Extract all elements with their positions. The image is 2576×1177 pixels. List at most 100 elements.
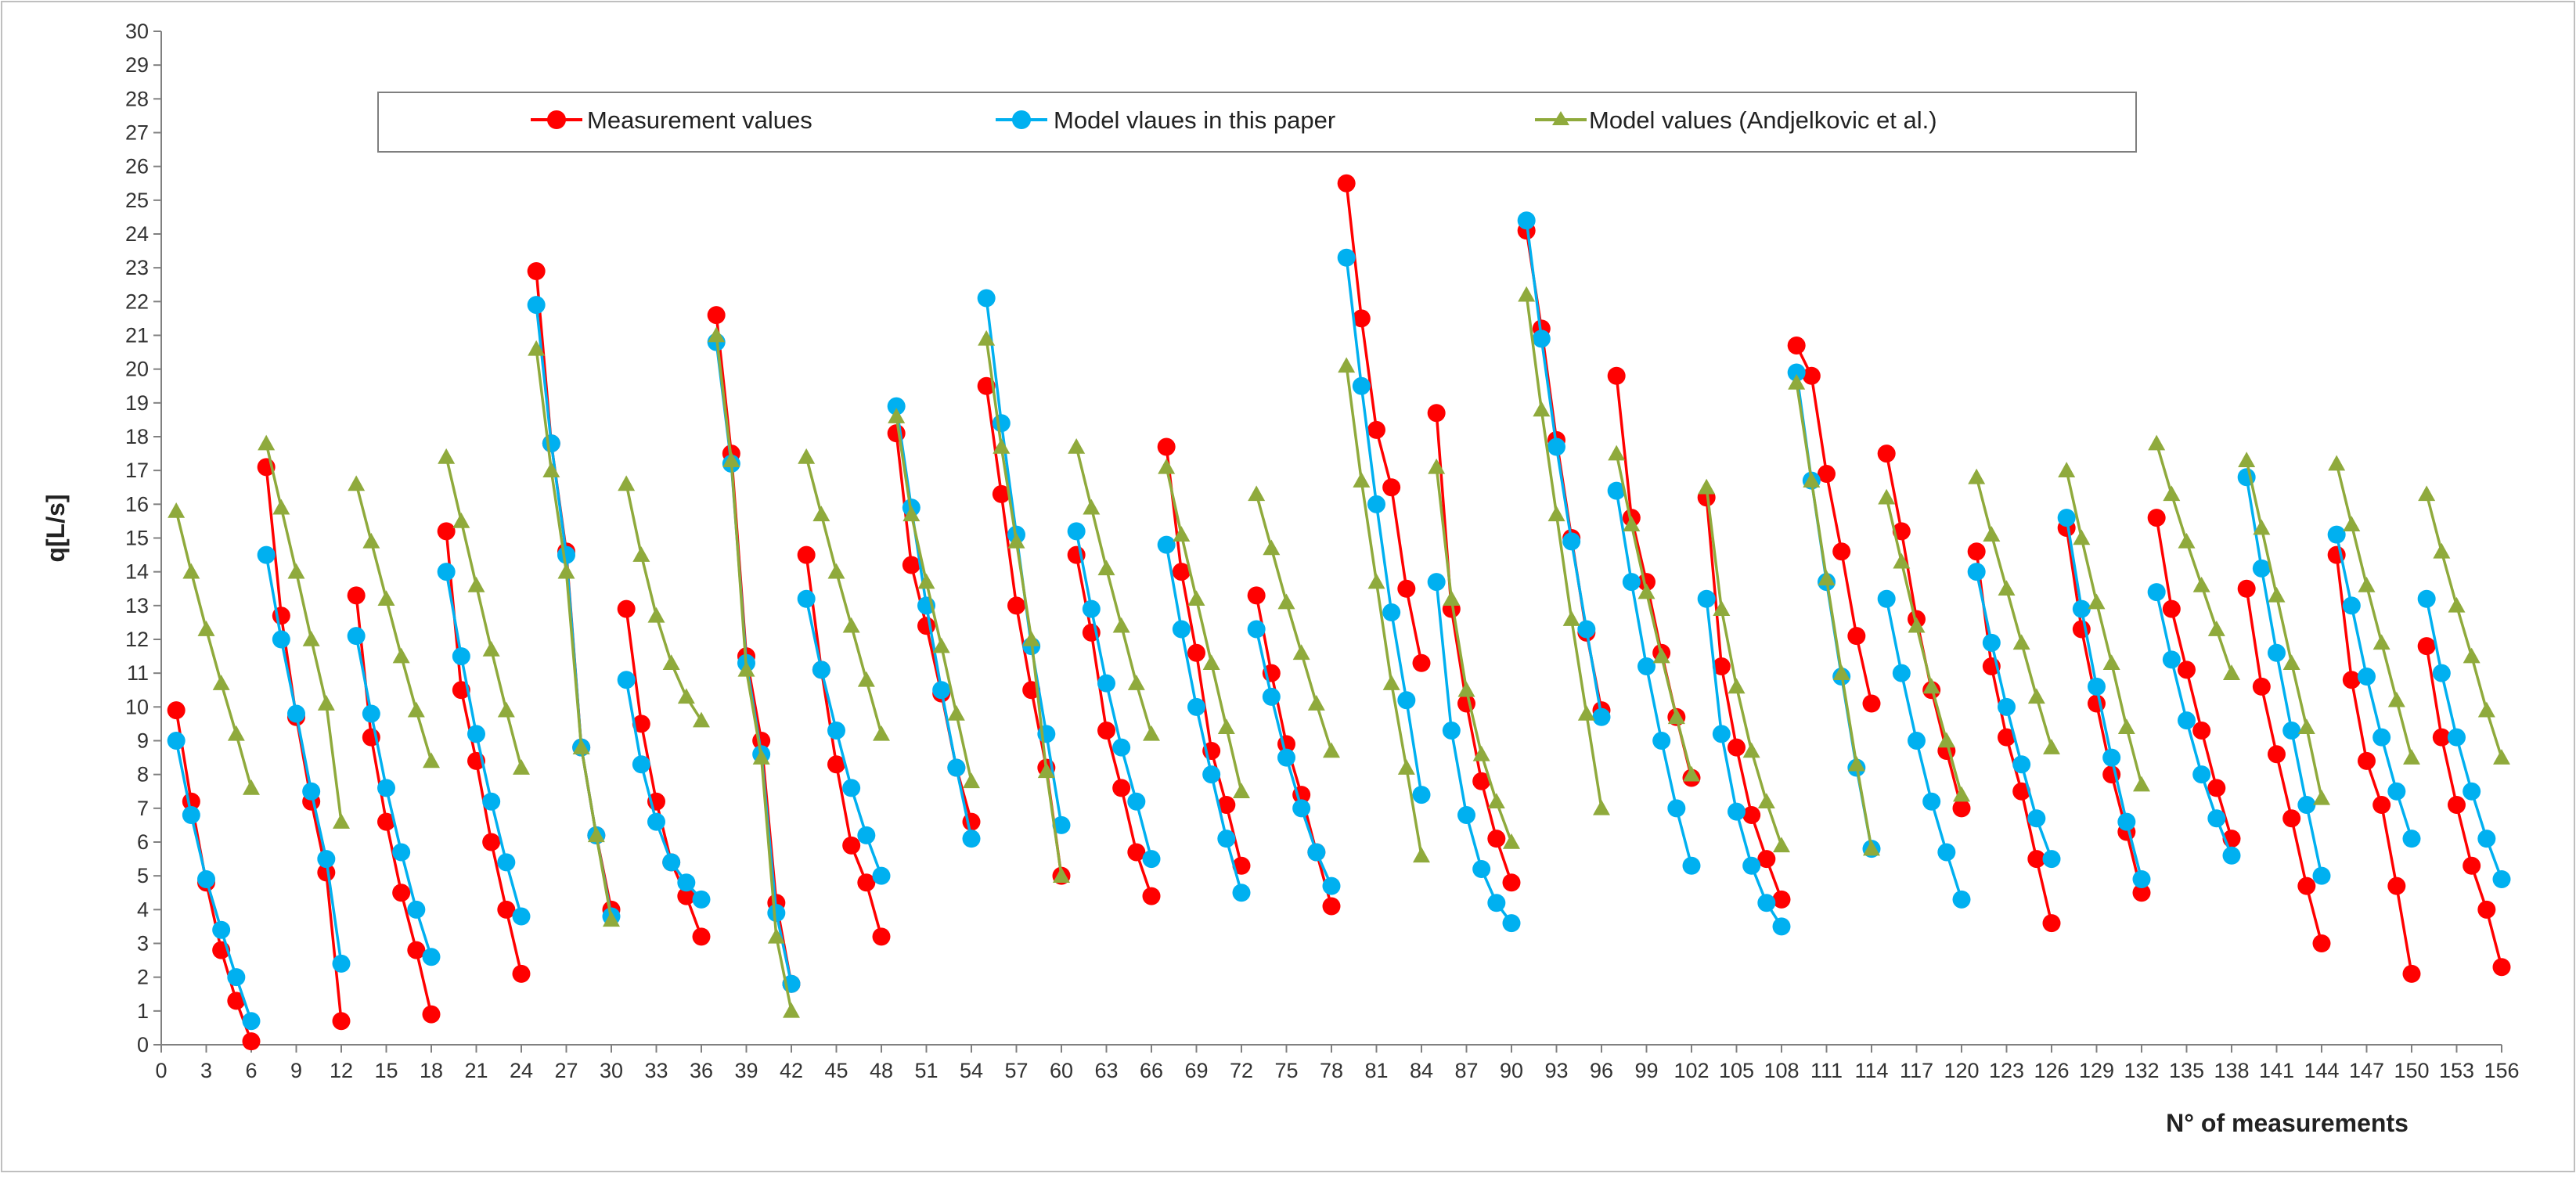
data-point-measurement bbox=[2178, 660, 2196, 679]
data-point-measurement bbox=[902, 556, 921, 574]
series-line-model-paper bbox=[2245, 477, 2323, 876]
data-point-model-andjelkovic bbox=[2493, 749, 2510, 765]
series-line-model-andjelkovic bbox=[2335, 463, 2413, 758]
data-point-model-andjelkovic bbox=[2027, 688, 2045, 704]
y-tick-label: 18 bbox=[125, 425, 149, 448]
x-tick-label: 69 bbox=[1184, 1059, 1208, 1082]
data-point-measurement bbox=[1772, 890, 1791, 909]
data-point-model-paper bbox=[1922, 792, 1941, 811]
data-point-measurement bbox=[407, 941, 426, 959]
data-point-measurement bbox=[1847, 627, 1866, 646]
data-point-measurement bbox=[2012, 782, 2031, 801]
data-point-model-paper bbox=[2012, 755, 2031, 774]
data-point-model-paper bbox=[452, 647, 470, 666]
data-point-measurement bbox=[1892, 522, 1911, 541]
data-point-model-paper bbox=[2358, 667, 2376, 686]
x-tick-label: 33 bbox=[644, 1059, 668, 1082]
data-point-model-andjelkovic bbox=[932, 637, 950, 653]
legend-box bbox=[377, 92, 2137, 153]
data-point-model-andjelkovic bbox=[857, 671, 875, 687]
data-point-measurement bbox=[2372, 796, 2391, 815]
data-point-model-andjelkovic bbox=[1878, 488, 1896, 505]
data-point-model-andjelkovic bbox=[752, 749, 770, 765]
data-point-model-paper bbox=[1622, 573, 1641, 592]
data-point-model-paper bbox=[2147, 583, 2166, 602]
data-point-measurement bbox=[347, 586, 366, 605]
data-point-model-paper bbox=[557, 545, 575, 564]
x-tick-label: 144 bbox=[2304, 1059, 2339, 1082]
data-point-measurement bbox=[1382, 478, 1401, 497]
data-point-model-andjelkovic bbox=[528, 340, 546, 356]
data-point-model-andjelkovic bbox=[767, 927, 785, 944]
data-point-measurement bbox=[992, 484, 1011, 503]
data-point-model-andjelkovic bbox=[647, 606, 665, 623]
data-point-model-andjelkovic bbox=[1953, 786, 1970, 802]
data-point-model-andjelkovic bbox=[677, 688, 695, 704]
y-tick-label: 16 bbox=[125, 492, 149, 516]
data-point-model-paper bbox=[1652, 732, 1671, 750]
x-tick-label: 15 bbox=[374, 1059, 398, 1082]
x-tick-label: 108 bbox=[1764, 1059, 1799, 1082]
data-point-model-andjelkovic bbox=[2372, 634, 2390, 650]
series-line-model-andjelkovic bbox=[535, 348, 613, 920]
data-point-model-andjelkovic bbox=[903, 506, 921, 522]
data-point-model-andjelkovic bbox=[1443, 590, 1461, 606]
data-point-model-andjelkovic bbox=[438, 448, 456, 464]
data-point-model-paper bbox=[1187, 697, 1205, 716]
x-tick-label: 72 bbox=[1230, 1059, 1253, 1082]
data-point-model-andjelkovic bbox=[2012, 634, 2030, 650]
data-point-model-andjelkovic bbox=[1893, 553, 1911, 569]
series-line-model-andjelkovic bbox=[1075, 446, 1153, 735]
data-point-model-paper bbox=[2057, 509, 2076, 527]
data-point-model-andjelkovic bbox=[1623, 516, 1641, 532]
data-point-model-andjelkovic bbox=[1292, 644, 1310, 660]
data-point-model-paper bbox=[1577, 620, 1596, 639]
data-point-model-andjelkovic bbox=[497, 701, 515, 718]
data-point-model-paper bbox=[1337, 248, 1356, 267]
y-tick-label: 19 bbox=[125, 391, 149, 415]
series-line-model-andjelkovic bbox=[1165, 466, 1243, 792]
data-point-model-andjelkovic bbox=[1577, 704, 1595, 721]
data-point-model-paper bbox=[1427, 573, 1446, 592]
y-tick-label: 27 bbox=[125, 121, 149, 145]
data-point-measurement bbox=[632, 714, 650, 733]
data-point-model-andjelkovic bbox=[302, 631, 320, 646]
data-point-model-andjelkovic bbox=[603, 911, 620, 927]
x-tick-label: 42 bbox=[780, 1059, 803, 1082]
data-point-model-andjelkovic bbox=[333, 813, 350, 829]
data-point-measurement bbox=[2358, 751, 2376, 770]
x-axis-title: N° of measurements bbox=[2166, 1109, 2408, 1137]
series-line-model-andjelkovic bbox=[1345, 365, 1423, 856]
y-tick-label: 20 bbox=[125, 358, 149, 381]
data-point-measurement bbox=[1337, 174, 1356, 193]
data-point-measurement bbox=[677, 887, 696, 905]
data-point-measurement bbox=[392, 884, 411, 902]
series-line-model-andjelkovic bbox=[2245, 459, 2323, 799]
data-point-measurement bbox=[1472, 772, 1491, 790]
data-point-model-andjelkovic bbox=[2463, 647, 2481, 664]
series-line-measurement bbox=[805, 554, 883, 938]
data-point-model-paper bbox=[542, 434, 560, 453]
x-tick-label: 39 bbox=[734, 1059, 758, 1082]
series-line-model-andjelkovic bbox=[1255, 493, 1333, 752]
y-tick-label: 26 bbox=[125, 155, 149, 178]
data-point-measurement bbox=[437, 522, 456, 541]
series-line-model-andjelkovic bbox=[175, 510, 253, 789]
data-point-model-andjelkovic bbox=[287, 563, 305, 579]
data-point-measurement bbox=[242, 1032, 261, 1051]
y-tick-label: 3 bbox=[137, 932, 149, 956]
data-point-model-paper bbox=[1307, 843, 1326, 862]
data-point-model-andjelkovic bbox=[1083, 499, 1101, 515]
data-point-model-paper bbox=[992, 414, 1011, 433]
data-point-model-paper bbox=[1472, 860, 1491, 879]
data-point-model-andjelkovic bbox=[1217, 718, 1235, 735]
data-point-model-andjelkovic bbox=[1757, 793, 1775, 808]
y-tick-label: 9 bbox=[137, 729, 149, 753]
series-line-measurement bbox=[2245, 588, 2323, 944]
y-tick-label: 25 bbox=[125, 189, 149, 212]
data-point-model-andjelkovic bbox=[2313, 789, 2330, 805]
data-point-model-andjelkovic bbox=[2358, 576, 2376, 592]
data-point-model-andjelkovic bbox=[1367, 573, 1385, 589]
data-point-model-andjelkovic bbox=[1503, 833, 1520, 849]
